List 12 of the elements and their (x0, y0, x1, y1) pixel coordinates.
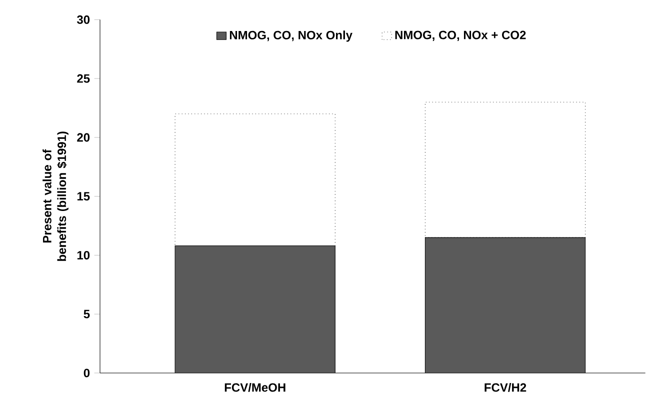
y-tick-label: 30 (76, 15, 90, 24)
y-tick-label: 5 (84, 310, 90, 318)
y-axis-title: Present value of benefits (billion $1991) (42, 132, 68, 261)
legend-label: NMOG, CO, NOx + CO2 (395, 30, 526, 41)
y-tick-label: 15 (77, 192, 90, 201)
y-tick-label: 20 (77, 133, 90, 142)
x-tick-label: FCV/MeOH (224, 382, 286, 392)
legend-label: NMOG, CO, NOx Only (230, 30, 352, 42)
x-tick-label: FCV/H2 (484, 382, 526, 392)
y-tick-label: 25 (77, 74, 90, 83)
y-tick-label: 10 (77, 250, 90, 260)
y-tick-label: 0 (84, 368, 90, 378)
